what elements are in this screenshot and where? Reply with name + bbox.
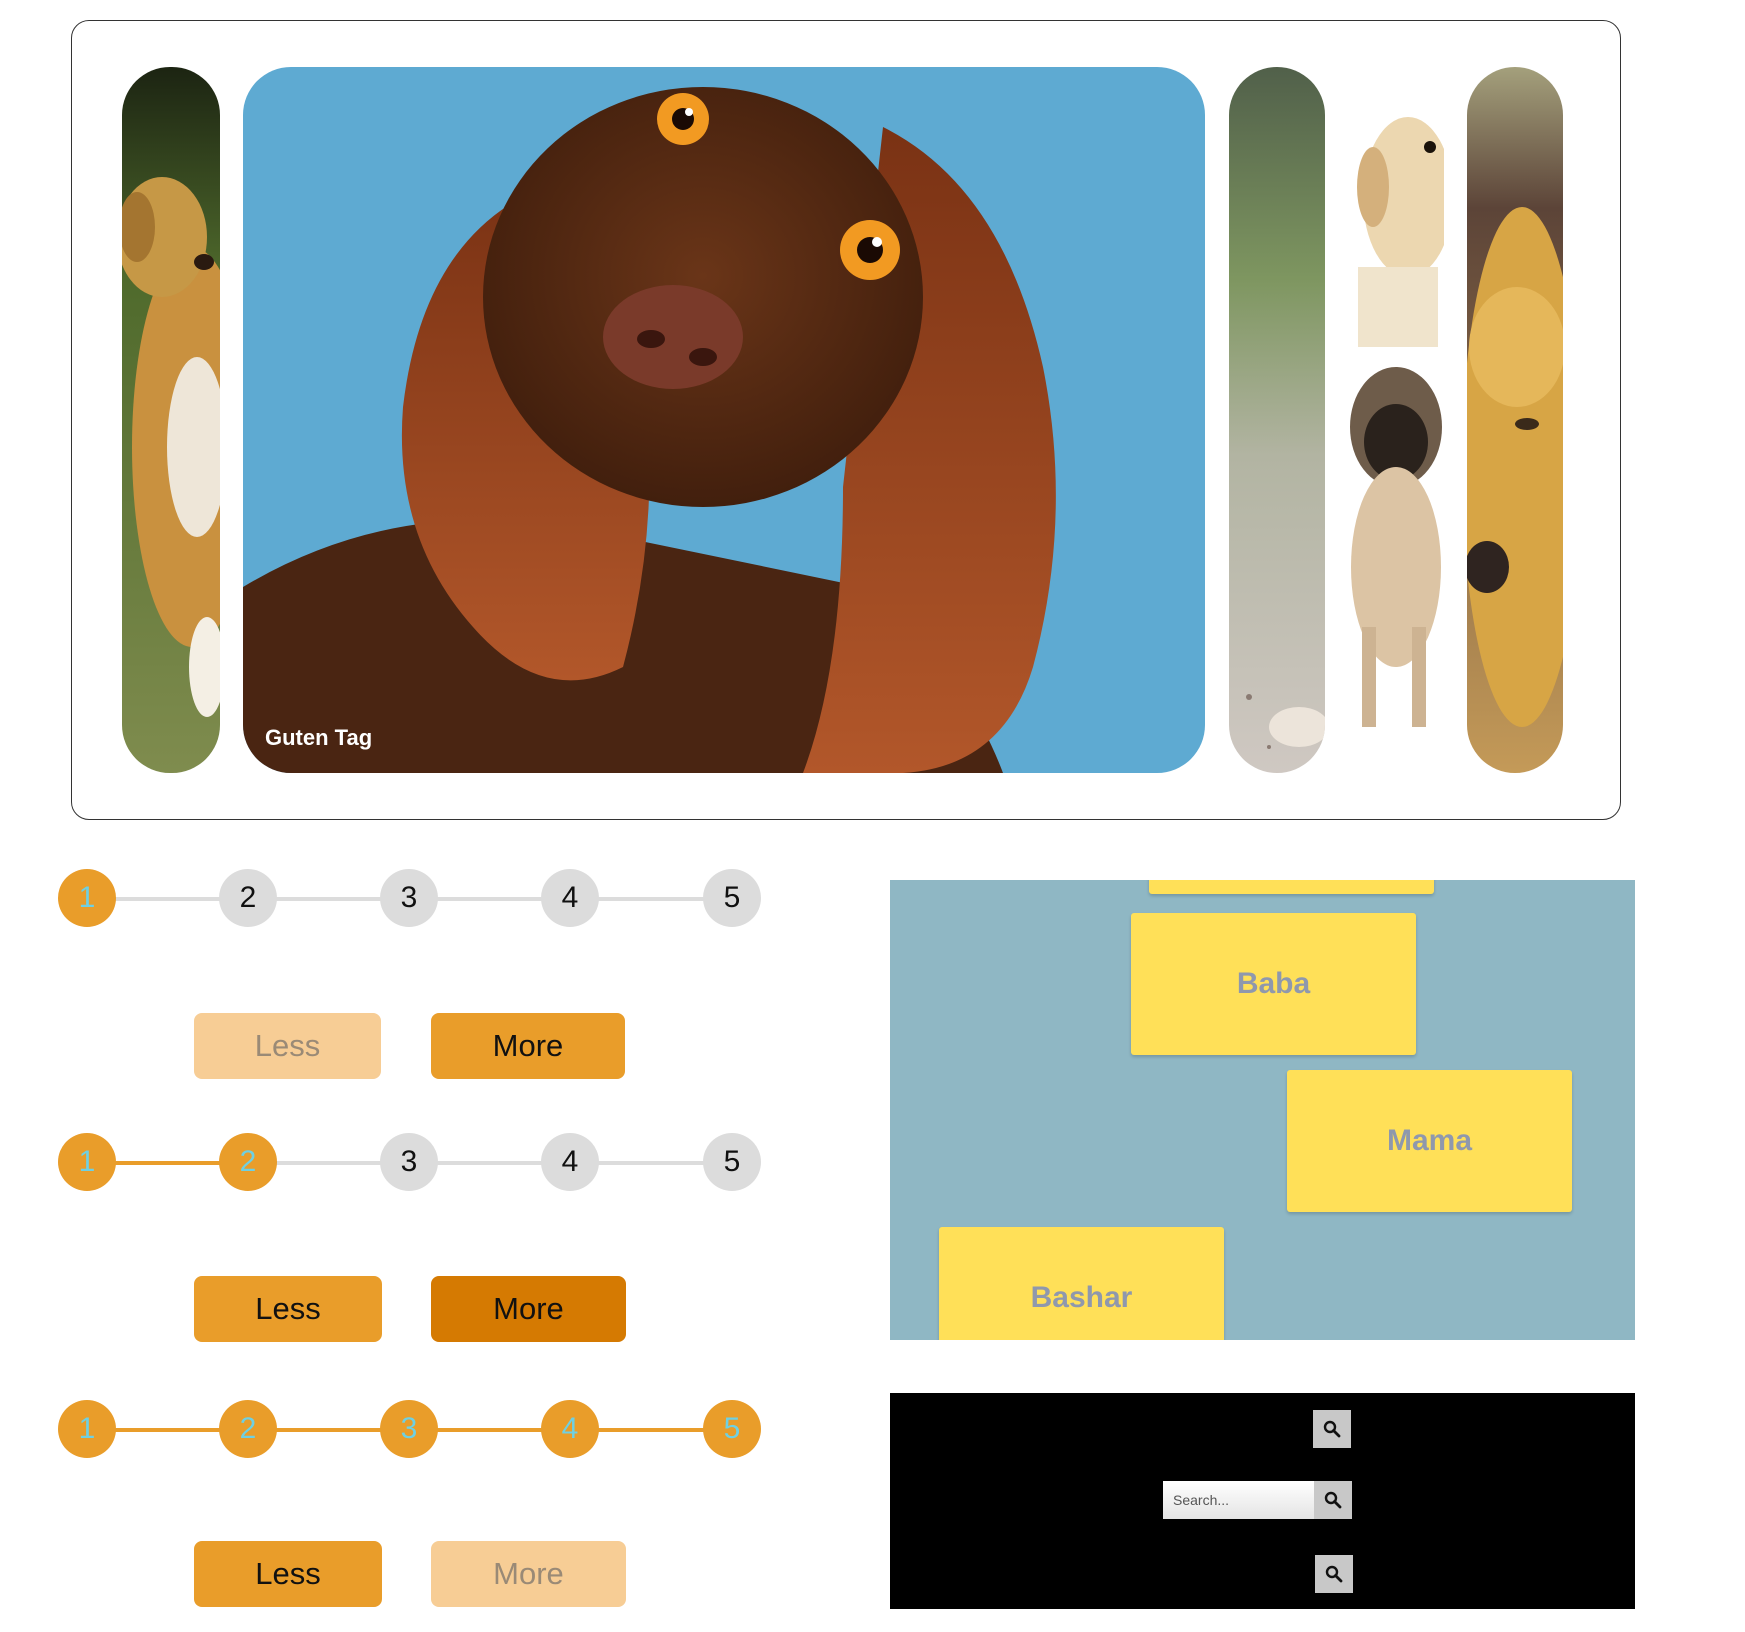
labrador-and-pug-image bbox=[1348, 67, 1444, 773]
progress-stepper-1: 1 2 3 4 5 bbox=[58, 869, 762, 929]
step-4: 4 bbox=[541, 1133, 599, 1191]
progress-stepper-2: 1 2 3 4 5 bbox=[58, 1133, 762, 1193]
golden-retriever-image bbox=[1467, 67, 1563, 773]
search-input[interactable] bbox=[1163, 1481, 1315, 1519]
step-3: 3 bbox=[380, 1133, 438, 1191]
magnifier-icon bbox=[1325, 1565, 1343, 1583]
less-button[interactable]: Less bbox=[194, 1541, 382, 1607]
step-1: 1 bbox=[58, 1133, 116, 1191]
gallery-panel-golden-retriever[interactable] bbox=[1467, 67, 1563, 773]
more-button[interactable]: More bbox=[431, 1541, 626, 1607]
gallery-panel-spaniel[interactable]: Guten Tag bbox=[243, 67, 1205, 773]
search-button-collapsed[interactable] bbox=[1315, 1555, 1353, 1593]
step-5: 5 bbox=[703, 1400, 761, 1458]
search-demo-area bbox=[890, 1393, 1635, 1609]
step-3: 3 bbox=[380, 1400, 438, 1458]
step-3: 3 bbox=[380, 869, 438, 927]
less-button[interactable]: Less bbox=[194, 1276, 382, 1342]
gallery-panel-caption: Guten Tag bbox=[265, 725, 373, 750]
image-gallery: Guten Tag bbox=[71, 20, 1621, 820]
step-2: 2 bbox=[219, 1400, 277, 1458]
more-button[interactable]: More bbox=[431, 1013, 625, 1079]
step-5: 5 bbox=[703, 1133, 761, 1191]
golden-dog-image bbox=[122, 67, 220, 773]
card-bashar[interactable]: Bashar bbox=[939, 1227, 1224, 1340]
step-4: 4 bbox=[541, 869, 599, 927]
gallery-panel-dog-on-path[interactable] bbox=[1229, 67, 1325, 773]
step-2: 2 bbox=[219, 869, 277, 927]
step-5: 5 bbox=[703, 869, 761, 927]
search-button-collapsed[interactable] bbox=[1313, 1410, 1351, 1448]
more-button[interactable]: More bbox=[431, 1276, 626, 1342]
step-2: 2 bbox=[219, 1133, 277, 1191]
search-button-expanded[interactable] bbox=[1314, 1481, 1352, 1519]
dog-on-path-image bbox=[1229, 67, 1325, 773]
stepper-track-fill bbox=[87, 1161, 249, 1165]
magnifier-icon bbox=[1323, 1420, 1341, 1438]
gallery-panel-golden-dog[interactable] bbox=[122, 67, 220, 773]
less-button[interactable]: Less bbox=[194, 1013, 381, 1079]
floating-cards-area: Baba Mama Bashar bbox=[890, 880, 1635, 1340]
step-4: 4 bbox=[541, 1400, 599, 1458]
progress-stepper-3: 1 2 3 4 5 bbox=[58, 1400, 762, 1460]
step-1: 1 bbox=[58, 869, 116, 927]
card-baba[interactable]: Baba bbox=[1131, 913, 1416, 1055]
magnifier-icon bbox=[1324, 1491, 1342, 1509]
spaniel-image bbox=[243, 67, 1205, 773]
card-mama[interactable]: Mama bbox=[1287, 1070, 1572, 1212]
card-partial[interactable] bbox=[1149, 880, 1434, 894]
step-1: 1 bbox=[58, 1400, 116, 1458]
gallery-panel-labrador-pug[interactable] bbox=[1348, 67, 1444, 773]
